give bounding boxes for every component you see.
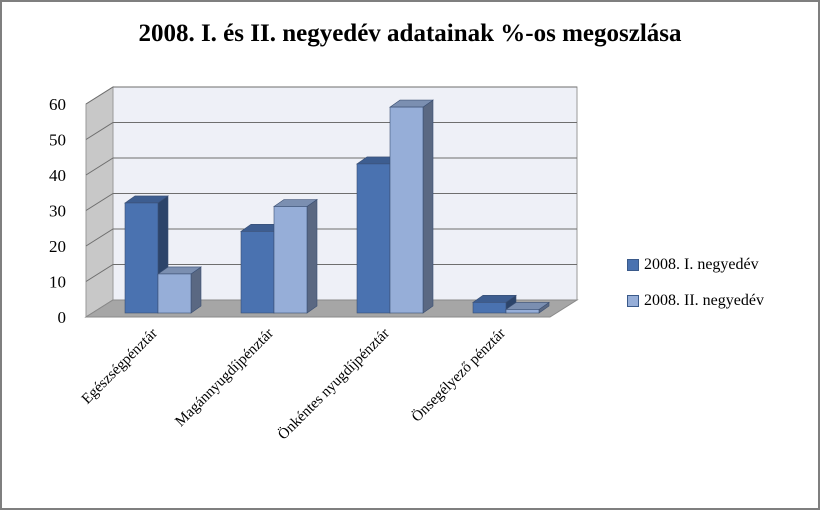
chart-floor [84, 299, 579, 318]
legend-swatch-2 [627, 295, 639, 307]
legend-label-1: 2008. I. negyedév [644, 256, 759, 273]
bar [157, 266, 202, 314]
bar-side [422, 99, 434, 314]
y-axis-ticks: 0 10 20 30 40 50 60 [49, 95, 66, 327]
bar-front [356, 163, 391, 314]
y-tick-label: 60 [49, 95, 66, 114]
y-tick-label: 10 [49, 273, 66, 292]
legend-item-1: 2008. I. negyedév [627, 254, 764, 276]
y-tick-label: 0 [58, 308, 67, 327]
bar-front [157, 273, 192, 314]
x-axis-labels: Egészségpénztár MagánnyugdíjpénztárÖnként… [79, 325, 509, 443]
bar [273, 198, 318, 314]
bar-front [505, 309, 540, 314]
bar [505, 301, 550, 314]
category-label: Egészségpénztár [79, 326, 161, 408]
bar-front [124, 202, 159, 314]
gridline [85, 86, 577, 105]
bar [389, 99, 434, 314]
chart-title: 2008. I. és II. negyedév adatainak %-os … [138, 20, 682, 47]
bar-front [472, 302, 507, 314]
legend-item-2: 2008. II. negyedév [627, 290, 764, 312]
y-tick-label: 20 [49, 237, 66, 256]
y-tick-label: 40 [49, 166, 66, 185]
legend: 2008. I. negyedév 2008. II. negyedév [627, 254, 764, 326]
bar-front [273, 206, 308, 314]
y-tick-label: 50 [49, 131, 66, 150]
legend-label-2: 2008. II. negyedév [644, 292, 764, 309]
bar-front [240, 231, 275, 314]
bar [124, 195, 169, 314]
category-label: Önsegélyező pénztár [408, 325, 509, 426]
legend-swatch-1 [627, 259, 639, 271]
bars [124, 99, 550, 314]
bar-front [389, 106, 424, 314]
bar-side [306, 198, 318, 314]
y-tick-label: 30 [49, 202, 66, 221]
floor [84, 299, 579, 318]
category-label: Magánnyugdíjpénztár [172, 326, 276, 430]
bar-side [190, 266, 202, 314]
category-label: Önkéntes nyugdíjpénztár [274, 325, 392, 443]
